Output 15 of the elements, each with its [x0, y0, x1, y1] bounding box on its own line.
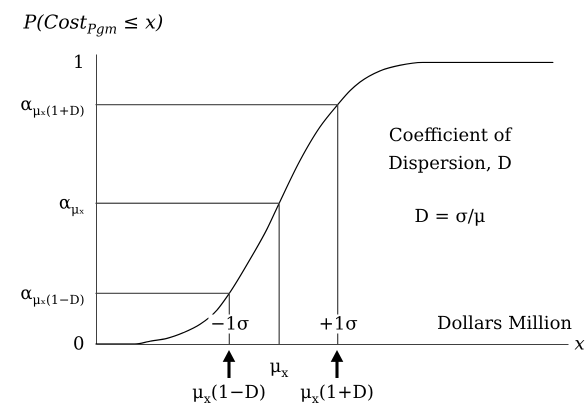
annotation: D = σ/μ — [414, 206, 486, 227]
x-tick-label: −1σ — [210, 314, 250, 334]
text: μ$_{x}$(1−D) — [192, 382, 266, 406]
y-axis-title: P(Cost$_{Pgm}$ ≤ x) — [22, 12, 164, 38]
x-axis-title: x — [574, 334, 585, 354]
x-tick-label: +1σ — [318, 314, 358, 334]
y-tick-label: 1 — [73, 52, 84, 73]
y-tick-label: 0 — [73, 334, 84, 354]
y-tick-label: α$_{μₓ}$ — [58, 192, 84, 217]
annotation: Coefficient of Dispersion, D — [388, 125, 513, 174]
text: μ$_{x}$(1+D) — [300, 382, 374, 406]
text: μ$_{x}$ — [270, 356, 288, 380]
y-tick-label: α$_{μₓ(1−D)}$ — [20, 282, 84, 307]
y-tick-label: α$_{μₓ(1+D)}$ — [20, 94, 84, 118]
annotation: Dollars Million — [437, 313, 572, 334]
